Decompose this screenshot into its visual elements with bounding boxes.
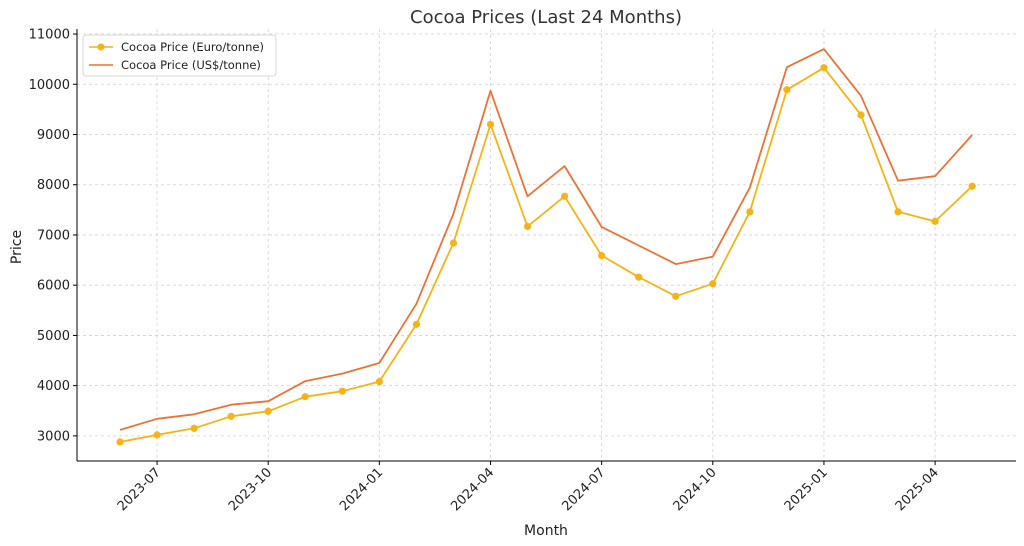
data-point xyxy=(635,273,643,281)
x-tick-labels: 2023-07 2023-10 2024-01 2024-04 2024-07 2024-… xyxy=(115,461,942,514)
y-tick-label: 10000 xyxy=(29,78,70,93)
data-point xyxy=(709,280,717,288)
chart-title: Cocoa Prices (Last 24 Months) xyxy=(410,7,682,28)
legend-box xyxy=(82,34,277,77)
x-tick-label: 2023-10 xyxy=(226,465,275,514)
data-point xyxy=(523,222,532,231)
y-axis-label: Price xyxy=(9,230,25,264)
y-tick-label: 4000 xyxy=(37,379,70,394)
y-tick-label: 5000 xyxy=(37,329,70,344)
data-point xyxy=(672,292,680,300)
x-tick-label: 2024-01 xyxy=(337,465,386,514)
data-point xyxy=(116,438,124,446)
y-tick-label: 9000 xyxy=(37,128,70,143)
data-point xyxy=(561,192,569,200)
data-point xyxy=(746,208,754,216)
x-tick-label: 2023-07 xyxy=(115,465,164,514)
y-tick-label: 3000 xyxy=(37,429,70,444)
series-layer xyxy=(116,48,976,446)
data-point xyxy=(783,86,791,94)
data-point xyxy=(968,182,976,190)
data-point xyxy=(153,431,161,439)
x-tick-label: 2024-04 xyxy=(448,465,497,514)
x-tick-label: 2025-04 xyxy=(893,465,942,514)
series-line-0 xyxy=(119,66,973,443)
data-point xyxy=(449,239,458,247)
data-point xyxy=(190,424,198,432)
x-tick-label: 2024-07 xyxy=(559,465,608,514)
legend-label-usd: Cocoa Price (US$/tonne) xyxy=(121,58,261,72)
axes xyxy=(76,29,1016,462)
data-point xyxy=(820,64,828,72)
legend-label-euro: Cocoa Price (Euro/tonne) xyxy=(121,40,264,54)
legend: Cocoa Price (Euro/tonne) Cocoa Price (US… xyxy=(82,34,277,77)
data-point xyxy=(412,320,420,328)
x-axis-label: Month xyxy=(524,523,568,539)
series-line-1 xyxy=(119,48,973,431)
data-point xyxy=(894,208,902,216)
y-tick-label: 7000 xyxy=(37,228,70,243)
legend-marker-euro xyxy=(97,43,105,51)
data-point xyxy=(931,217,939,225)
data-point xyxy=(486,120,495,129)
y-tick-labels: 3000 4000 5000 6000 7000 8000 9000 10000 11000 xyxy=(29,28,77,444)
grid-lines xyxy=(77,29,1016,461)
x-tick-label: 2024-10 xyxy=(671,465,720,514)
y-tick-label: 11000 xyxy=(29,28,70,43)
y-tick-label: 8000 xyxy=(37,178,70,193)
y-tick-label: 6000 xyxy=(37,279,70,294)
data-point xyxy=(598,251,606,260)
data-point xyxy=(857,111,865,119)
data-point xyxy=(264,407,272,415)
data-point xyxy=(301,393,309,401)
data-point xyxy=(227,412,235,420)
data-point xyxy=(338,387,346,395)
x-tick-label: 2025-01 xyxy=(782,465,831,514)
data-point xyxy=(375,378,383,386)
